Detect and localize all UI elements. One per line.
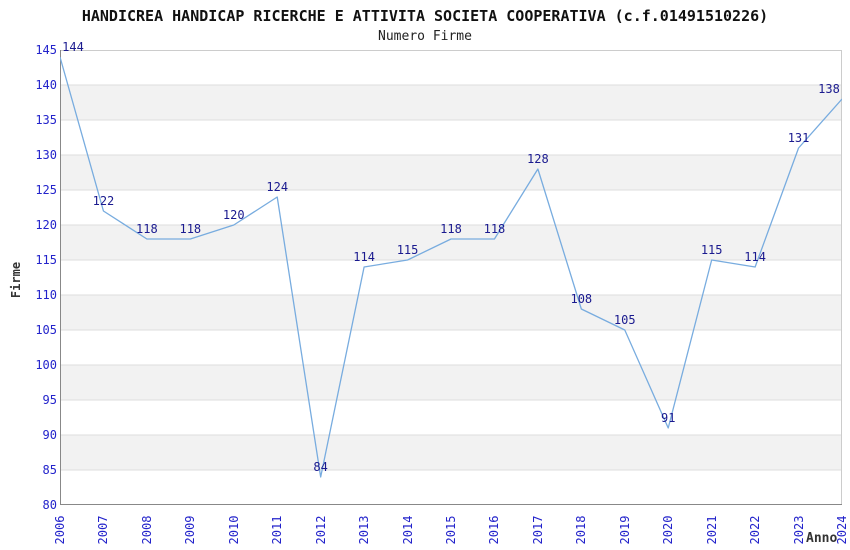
point-value-label: 115 <box>396 243 419 257</box>
y-tick-label: 110 <box>35 288 57 302</box>
point-value-label: 128 <box>527 152 549 166</box>
point-value-label: 120 <box>222 208 245 222</box>
y-tick-label: 90 <box>42 428 57 442</box>
x-tick-label: 2013 <box>357 515 372 545</box>
background-band <box>60 50 842 85</box>
x-tick-label: 2014 <box>400 515 415 545</box>
background-band <box>60 155 842 190</box>
line-chart-svg <box>60 50 842 505</box>
x-tick-label: 2008 <box>139 515 154 545</box>
background-band <box>60 400 842 435</box>
background-band <box>60 330 842 365</box>
background-band <box>60 260 842 295</box>
x-tick-label: 2019 <box>617 515 632 545</box>
y-axis-title: Firme <box>9 261 23 299</box>
y-tick-label: 100 <box>35 358 57 372</box>
point-value-label: 118 <box>136 222 158 236</box>
x-tick-label: 2007 <box>96 515 111 545</box>
background-band <box>60 470 842 505</box>
point-value-label: 131 <box>787 131 810 145</box>
y-tick-label: 145 <box>35 43 57 57</box>
point-value-label: 114 <box>353 250 375 264</box>
x-tick-label: 2015 <box>444 515 458 545</box>
y-tick-label: 95 <box>42 393 57 407</box>
background-band <box>60 85 842 120</box>
x-tick-label: 2020 <box>661 515 676 545</box>
point-value-label: 144 <box>62 40 84 54</box>
y-tick-label: 80 <box>42 498 57 512</box>
chart-subtitle: Numero Firme <box>378 29 472 44</box>
y-tick-label: 130 <box>35 148 57 162</box>
point-value-label: 122 <box>92 194 115 208</box>
point-value-label: 118 <box>483 222 506 236</box>
point-value-label: 114 <box>744 250 766 264</box>
point-value-label: 118 <box>440 222 462 236</box>
point-value-label: 115 <box>700 243 723 257</box>
background-band <box>60 365 842 400</box>
point-value-label: 138 <box>818 82 840 96</box>
point-value-label: 91 <box>660 411 676 425</box>
x-tick-label: 2006 <box>53 515 67 545</box>
y-tick-label: 105 <box>35 323 57 337</box>
x-tick-label: 2010 <box>226 515 241 545</box>
point-value-label: 118 <box>179 222 202 236</box>
chart-title: HANDICREA HANDICAP RICERCHE E ATTIVITA S… <box>81 7 769 25</box>
background-band <box>60 120 842 155</box>
y-tick-label: 115 <box>35 253 57 267</box>
point-value-label: 108 <box>570 292 593 306</box>
background-band <box>60 190 842 225</box>
y-tick-label: 120 <box>35 218 57 232</box>
background-band <box>60 435 842 470</box>
x-tick-label: 2018 <box>574 515 589 545</box>
point-value-label: 105 <box>613 313 636 327</box>
data-line-numero-firme <box>60 56 842 478</box>
point-value-label: 124 <box>266 180 289 194</box>
x-tick-label: 2022 <box>748 515 763 545</box>
x-tick-label: 2017 <box>530 515 545 545</box>
background-band <box>60 295 842 330</box>
plot-area <box>60 50 842 505</box>
y-tick-label: 125 <box>35 183 57 197</box>
axis-lines <box>60 50 842 505</box>
x-axis-title: Anno <box>806 531 838 546</box>
y-tick-label: 140 <box>35 78 57 92</box>
y-tick-label: 135 <box>35 113 57 127</box>
x-tick-label: 2023 <box>791 515 806 545</box>
x-tick-label: 2012 <box>313 515 328 545</box>
x-tick-label: 2021 <box>704 515 719 545</box>
y-tick-label: 85 <box>42 463 57 477</box>
background-band <box>60 225 842 260</box>
x-tick-label: 2011 <box>270 515 285 545</box>
x-tick-label: 2009 <box>183 515 198 545</box>
point-value-label: 84 <box>313 460 328 474</box>
x-tick-label: 2016 <box>487 515 502 545</box>
